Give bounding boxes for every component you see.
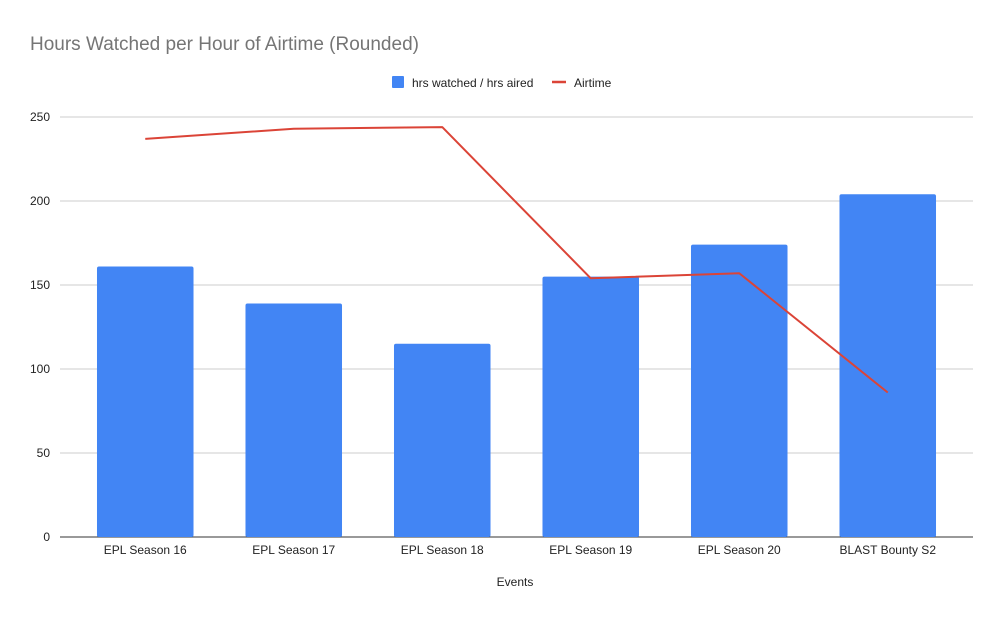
y-axis-ticks: 0 50 100 150 200 250 — [30, 110, 50, 544]
legend: hrs watched / hrs aired Airtime — [392, 76, 612, 90]
x-tick-label: EPL Season 17 — [252, 543, 335, 557]
bar — [542, 276, 640, 537]
x-tick-label: EPL Season 18 — [401, 543, 484, 557]
legend-label-line: Airtime — [574, 76, 612, 90]
x-tick-label: EPL Season 19 — [549, 543, 632, 557]
line-series — [145, 126, 889, 394]
gridlines — [60, 116, 973, 538]
bar-series — [96, 194, 937, 537]
bar — [245, 303, 343, 537]
airtime-line — [145, 126, 889, 394]
x-axis-title: Events — [497, 575, 534, 589]
y-tick-label: 50 — [37, 446, 51, 460]
y-tick-label: 250 — [30, 110, 50, 124]
legend-label-bars: hrs watched / hrs aired — [412, 76, 533, 90]
x-tick-label: EPL Season 16 — [104, 543, 187, 557]
bar — [96, 266, 194, 537]
x-axis-ticks: EPL Season 16 EPL Season 17 EPL Season 18 E… — [104, 543, 937, 557]
x-tick-label: EPL Season 20 — [698, 543, 781, 557]
y-tick-label: 200 — [30, 194, 50, 208]
bar — [393, 343, 491, 537]
y-tick-label: 100 — [30, 362, 50, 376]
bar — [839, 194, 937, 537]
chart-title: Hours Watched per Hour of Airtime (Round… — [30, 34, 419, 55]
y-tick-label: 0 — [43, 530, 50, 544]
x-tick-label: BLAST Bounty S2 — [839, 543, 936, 557]
legend-swatch-bars — [392, 76, 404, 88]
bar — [690, 244, 788, 537]
y-tick-label: 150 — [30, 278, 50, 292]
